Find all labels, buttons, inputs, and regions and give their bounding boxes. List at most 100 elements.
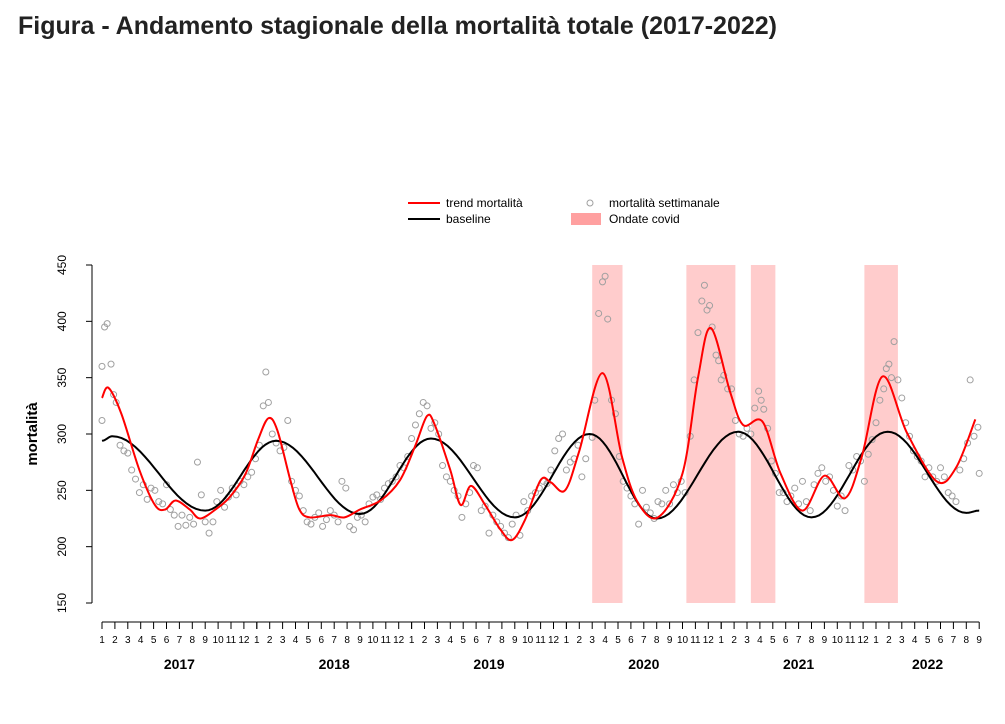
legend-trend-label: trend mortalità <box>446 196 523 210</box>
x-tick-label: 9 <box>822 635 828 646</box>
weekly-point <box>135 489 143 497</box>
x-tick-label: 10 <box>367 635 379 646</box>
weekly-point <box>264 398 272 406</box>
x-tick-label: 4 <box>293 635 299 646</box>
weekly-point <box>937 464 944 472</box>
weekly-point <box>205 529 213 537</box>
x-tick-label: 5 <box>460 635 466 646</box>
x-tick-label: 6 <box>164 635 170 646</box>
weekly-point <box>775 489 783 497</box>
weekly-point <box>948 492 956 500</box>
weekly-point <box>350 526 358 534</box>
x-tick-label: 4 <box>912 635 918 646</box>
weekly-point <box>841 507 849 515</box>
weekly-point <box>578 473 586 481</box>
weekly-point <box>259 402 267 410</box>
legend-covid-swatch <box>571 213 601 225</box>
weekly-point <box>319 522 327 530</box>
weekly-point <box>814 469 822 477</box>
weekly-point <box>731 416 739 424</box>
x-tick-label: 6 <box>628 635 634 646</box>
weekly-point <box>822 477 830 485</box>
weekly-point <box>408 435 416 443</box>
weekly-point <box>582 455 590 463</box>
weekly-point <box>124 449 132 457</box>
y-tick-label: 450 <box>55 255 69 275</box>
weekly-point <box>411 421 419 429</box>
weekly-point <box>898 394 906 402</box>
x-tick-label: 4 <box>757 635 763 646</box>
weekly-point <box>760 405 768 413</box>
weekly-point <box>326 507 334 515</box>
x-tick-label: 2 <box>731 635 737 646</box>
x-tick-label: 11 <box>690 635 701 646</box>
weekly-point <box>470 462 478 470</box>
weekly-point <box>442 473 450 481</box>
x-tick-label: 4 <box>602 635 608 646</box>
x-tick-label: 4 <box>448 635 454 646</box>
x-tick-label: 7 <box>796 635 802 646</box>
weekly-point <box>921 473 929 481</box>
weekly-point <box>966 376 974 384</box>
weekly-point <box>155 498 163 506</box>
weekly-point <box>547 466 555 474</box>
weekly-point <box>666 500 674 508</box>
weekly-point <box>103 320 111 328</box>
weekly-point <box>860 477 868 485</box>
weekly-point <box>706 302 714 310</box>
x-tick-label: 5 <box>151 635 157 646</box>
weekly-point <box>201 518 209 526</box>
x-tick-label: 2 <box>577 635 583 646</box>
weekly-point <box>698 297 706 305</box>
weekly-point <box>751 404 759 412</box>
x-tick-label: 8 <box>344 635 350 646</box>
weekly-point <box>361 518 369 526</box>
weekly-point <box>186 513 194 521</box>
weekly-point <box>423 402 431 410</box>
weekly-point <box>182 521 190 529</box>
x-tick-label: 12 <box>238 635 250 646</box>
weekly-point <box>322 516 330 524</box>
x-tick-label: 8 <box>809 635 815 646</box>
weekly-point <box>551 447 559 455</box>
y-tick-label: 150 <box>55 593 69 613</box>
x-tick-label: 5 <box>306 635 312 646</box>
weekly-point <box>217 486 225 494</box>
weekly-point <box>791 484 799 492</box>
x-tick-label: 11 <box>226 635 237 646</box>
weekly-point <box>595 309 603 317</box>
weekly-point <box>481 502 489 510</box>
weekly-point <box>143 495 151 503</box>
x-year-label: 2020 <box>628 656 659 672</box>
weekly-point <box>369 493 377 501</box>
x-year-label: 2018 <box>319 656 350 672</box>
weekly-point <box>147 484 155 492</box>
weekly-point <box>209 518 217 526</box>
x-tick-label: 2 <box>112 635 118 646</box>
x-tick-label: 7 <box>641 635 647 646</box>
y-tick-label: 200 <box>55 536 69 556</box>
weekly-point <box>458 513 466 521</box>
weekly-point <box>284 416 292 424</box>
weekly-point <box>232 491 240 499</box>
weekly-point <box>342 484 350 492</box>
x-tick-label: 4 <box>138 635 144 646</box>
x-tick-label: 11 <box>845 635 856 646</box>
x-tick-label: 1 <box>564 635 570 646</box>
x-tick-label: 12 <box>548 635 560 646</box>
chart-title: Figura - Andamento stagionale della mort… <box>18 12 777 40</box>
x-tick-label: 3 <box>589 635 595 646</box>
weekly-point <box>159 500 167 508</box>
weekly-point <box>662 486 670 494</box>
x-tick-label: 1 <box>254 635 260 646</box>
weekly-point <box>334 518 342 526</box>
weekly-point <box>151 486 159 494</box>
weekly-point <box>303 518 311 526</box>
x-year-label: 2022 <box>912 656 943 672</box>
weekly-point <box>190 520 198 528</box>
covid-wave-band <box>686 265 736 603</box>
x-tick-label: 6 <box>473 635 479 646</box>
weekly-point <box>712 351 720 359</box>
x-year-label: 2019 <box>473 656 504 672</box>
